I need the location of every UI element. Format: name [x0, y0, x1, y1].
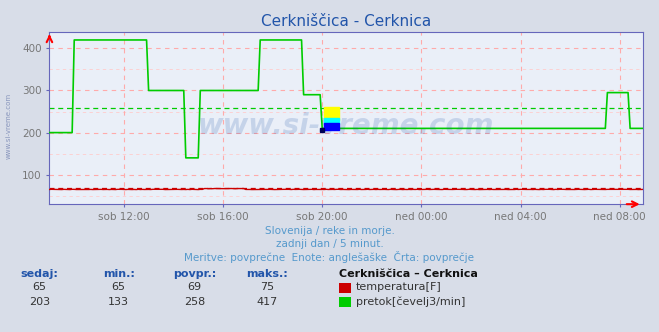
Bar	[324, 123, 339, 130]
Text: zadnji dan / 5 minut.: zadnji dan / 5 minut.	[275, 239, 384, 249]
Bar	[324, 118, 339, 124]
Text: 65: 65	[111, 283, 126, 292]
Text: 75: 75	[260, 283, 274, 292]
Text: sedaj:: sedaj:	[20, 269, 59, 279]
Text: 258: 258	[184, 297, 205, 307]
Text: Cerkniščica – Cerknica: Cerkniščica – Cerknica	[339, 269, 478, 279]
Text: Slovenija / reke in morje.: Slovenija / reke in morje.	[264, 226, 395, 236]
Text: Meritve: povprečne  Enote: anglešaške  Črta: povprečje: Meritve: povprečne Enote: anglešaške Črt…	[185, 251, 474, 263]
Text: maks.:: maks.:	[246, 269, 288, 279]
Text: 417: 417	[256, 297, 277, 307]
Title: Cerkniščica - Cerknica: Cerkniščica - Cerknica	[261, 14, 431, 29]
Bar	[324, 107, 339, 120]
Text: 133: 133	[108, 297, 129, 307]
Text: www.si-vreme.com: www.si-vreme.com	[198, 113, 494, 140]
Text: pretok[čevelj3/min]: pretok[čevelj3/min]	[356, 296, 465, 307]
Text: temperatura[F]: temperatura[F]	[356, 283, 442, 292]
Text: povpr.:: povpr.:	[173, 269, 216, 279]
Text: 69: 69	[187, 283, 202, 292]
Text: www.si-vreme.com: www.si-vreme.com	[5, 93, 11, 159]
Text: min.:: min.:	[103, 269, 134, 279]
Text: 203: 203	[29, 297, 50, 307]
Text: 65: 65	[32, 283, 47, 292]
